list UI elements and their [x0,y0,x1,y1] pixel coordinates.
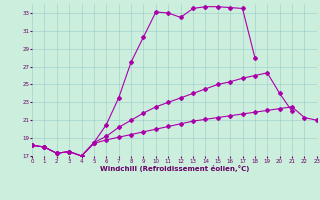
X-axis label: Windchill (Refroidissement éolien,°C): Windchill (Refroidissement éolien,°C) [100,165,249,172]
